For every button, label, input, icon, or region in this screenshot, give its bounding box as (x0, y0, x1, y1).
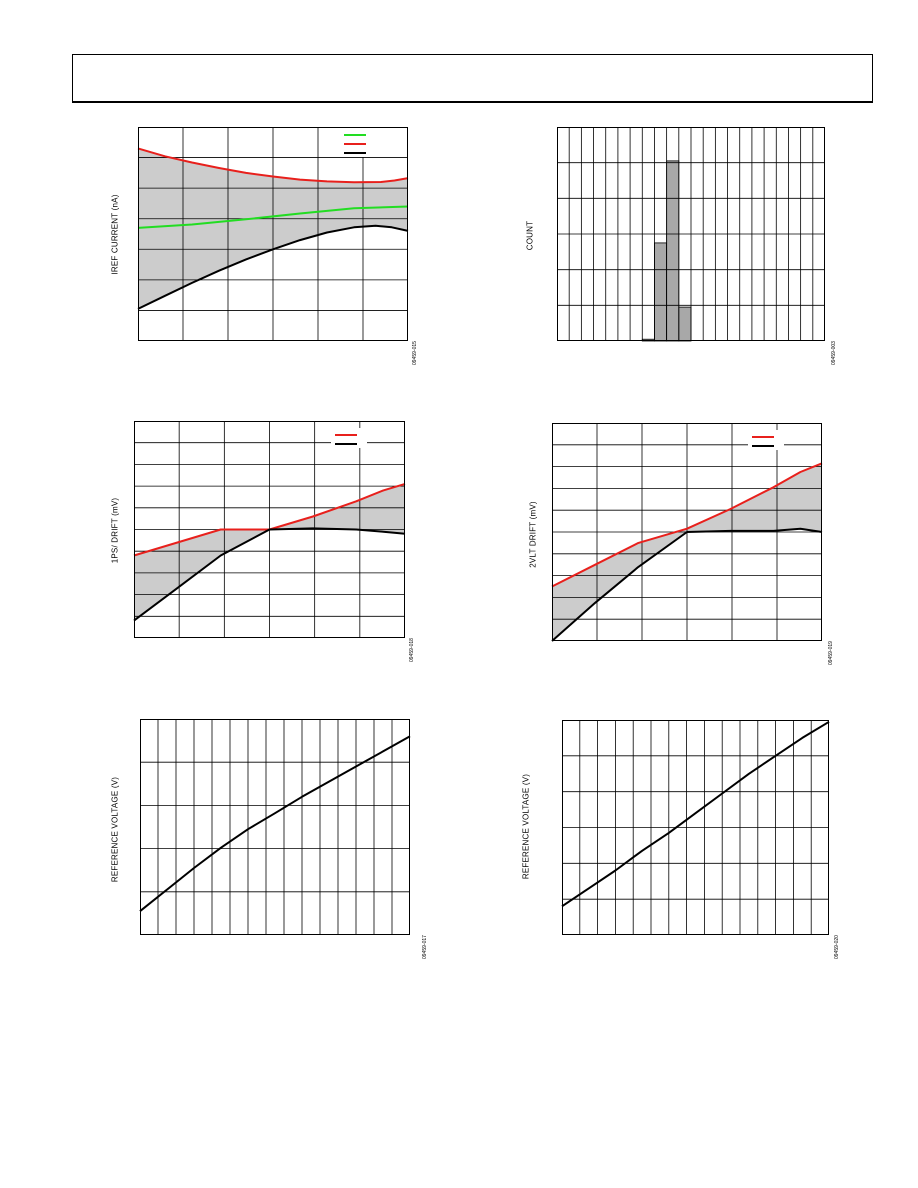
red-series-line (137, 147, 409, 184)
reference-voltage-chart-2 (561, 720, 830, 935)
figure-id: 09459-003 (831, 341, 837, 365)
plot-frame (557, 127, 825, 341)
black-series-line (137, 224, 409, 310)
y-axis-label: REFERENCE VOLTAGE (V) (521, 773, 531, 880)
plot-frame (140, 719, 410, 935)
red-series-line (551, 462, 823, 588)
histogram-bar (654, 242, 668, 342)
black-series-line (551, 527, 823, 642)
plot-frame (134, 421, 405, 638)
count-histogram (557, 127, 825, 342)
y-axis-label: IREF CURRENT (nA) (110, 194, 120, 275)
black-series-line (561, 720, 830, 908)
iref-current-chart (137, 127, 409, 341)
y-axis-label: 2VLT DRIFT (mV) (528, 501, 538, 568)
figure-id: 09459-017 (422, 935, 428, 959)
plot-frame (562, 720, 829, 935)
reference-voltage-chart-1 (139, 719, 411, 935)
2vlt-drift-chart (551, 423, 823, 642)
figure-id: 09459-015 (412, 341, 418, 365)
histogram-bar (666, 160, 680, 342)
green-series-line (137, 205, 409, 229)
y-axis-label: REFERENCE VOLTAGE (V) (110, 776, 120, 883)
1ps-drift-chart (133, 421, 406, 638)
plot-frame (138, 127, 408, 341)
figure-id: 09459-019 (828, 641, 834, 665)
y-axis-label: 1PS/ DRIFT (mV) (110, 497, 120, 564)
shaded-band (552, 463, 822, 641)
plot-frame (552, 423, 822, 641)
y-axis-label: COUNT (525, 220, 535, 251)
black-series-line (133, 527, 406, 622)
figure-id: 09459-018 (409, 638, 415, 662)
black-series-line (139, 735, 411, 912)
page-header-frame (72, 54, 873, 103)
red-series-line (133, 482, 406, 557)
histogram-bar (678, 306, 692, 342)
shaded-band (134, 483, 405, 621)
figure-id: 09459-020 (834, 935, 840, 959)
